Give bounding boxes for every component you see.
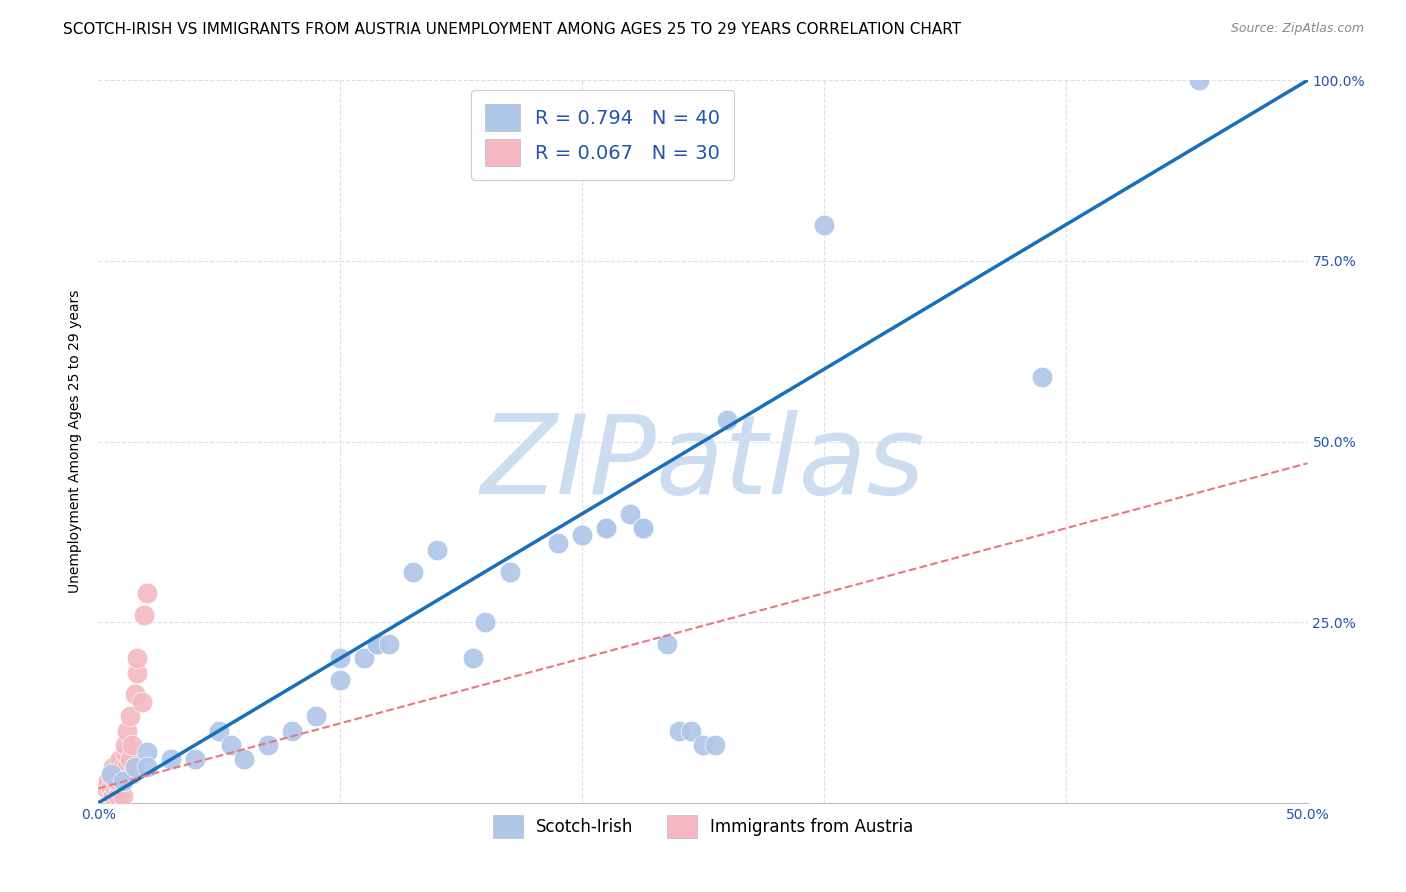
Point xyxy=(118,709,141,723)
Point xyxy=(619,507,641,521)
Point xyxy=(1031,369,1053,384)
Point xyxy=(716,413,738,427)
Point xyxy=(184,752,207,766)
Point xyxy=(127,665,149,680)
Point xyxy=(281,723,304,738)
Point xyxy=(111,774,134,789)
Point xyxy=(114,738,136,752)
Point xyxy=(118,752,141,766)
Point xyxy=(221,738,243,752)
Point xyxy=(100,781,122,796)
Point xyxy=(402,565,425,579)
Point xyxy=(679,723,702,738)
Point xyxy=(135,745,157,759)
Point xyxy=(366,637,388,651)
Point xyxy=(135,760,157,774)
Point xyxy=(101,760,124,774)
Point xyxy=(704,738,727,752)
Point xyxy=(813,218,835,232)
Point xyxy=(366,637,388,651)
Point xyxy=(474,615,496,630)
Point xyxy=(692,738,714,752)
Point xyxy=(631,521,654,535)
Point xyxy=(100,767,122,781)
Point xyxy=(353,651,375,665)
Point xyxy=(94,781,117,796)
Point xyxy=(100,767,122,781)
Point xyxy=(160,752,183,766)
Point xyxy=(104,774,127,789)
Text: SCOTCH-IRISH VS IMMIGRANTS FROM AUSTRIA UNEMPLOYMENT AMONG AGES 25 TO 29 YEARS C: SCOTCH-IRISH VS IMMIGRANTS FROM AUSTRIA … xyxy=(63,22,962,37)
Y-axis label: Unemployment Among Ages 25 to 29 years: Unemployment Among Ages 25 to 29 years xyxy=(69,290,83,593)
Point xyxy=(135,586,157,600)
Point xyxy=(208,723,231,738)
Legend: Scotch-Irish, Immigrants from Austria: Scotch-Irish, Immigrants from Austria xyxy=(486,808,920,845)
Point xyxy=(463,651,485,665)
Point xyxy=(329,673,352,687)
Point xyxy=(111,789,134,803)
Point xyxy=(256,738,278,752)
Point xyxy=(117,723,139,738)
Point xyxy=(1188,73,1211,87)
Point xyxy=(107,789,129,803)
Point xyxy=(108,767,131,781)
Point xyxy=(108,752,131,766)
Point xyxy=(131,695,153,709)
Point xyxy=(595,521,617,535)
Point xyxy=(104,781,127,796)
Point xyxy=(121,738,143,752)
Point xyxy=(97,774,120,789)
Point xyxy=(127,651,149,665)
Point xyxy=(124,687,146,701)
Point xyxy=(101,789,124,803)
Point xyxy=(111,774,134,789)
Point xyxy=(124,760,146,774)
Text: Source: ZipAtlas.com: Source: ZipAtlas.com xyxy=(1230,22,1364,36)
Point xyxy=(498,565,520,579)
Point xyxy=(377,637,399,651)
Point xyxy=(134,607,156,622)
Point xyxy=(114,745,136,759)
Point xyxy=(426,542,449,557)
Text: ZIPatlas: ZIPatlas xyxy=(481,409,925,516)
Point xyxy=(107,774,129,789)
Point xyxy=(668,723,690,738)
Point xyxy=(121,767,143,781)
Point xyxy=(547,535,569,549)
Point xyxy=(655,637,678,651)
Point xyxy=(117,760,139,774)
Point xyxy=(571,528,593,542)
Point xyxy=(305,709,328,723)
Point xyxy=(595,521,617,535)
Point xyxy=(329,651,352,665)
Point xyxy=(232,752,254,766)
Point xyxy=(111,760,134,774)
Point xyxy=(124,760,146,774)
Point xyxy=(631,521,654,535)
